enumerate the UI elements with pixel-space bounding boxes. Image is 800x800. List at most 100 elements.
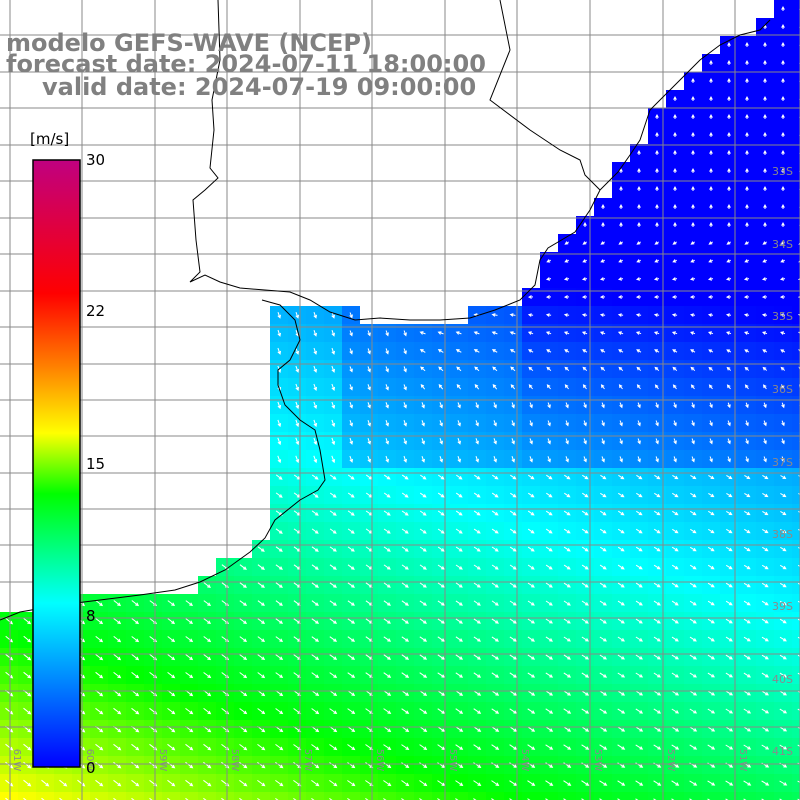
wind-arrow (527, 744, 536, 750)
wind-arrow (654, 510, 661, 516)
wind-arrow (744, 528, 751, 534)
wind-arrow (455, 600, 463, 606)
wind-arrow (421, 402, 425, 409)
wind-arrow (691, 131, 695, 137)
wind-arrow (545, 600, 553, 606)
wind-arrow (653, 672, 661, 678)
wind-arrow (527, 546, 535, 552)
wind-arrow (401, 636, 410, 642)
wind-arrow (419, 600, 427, 606)
wind-arrow (636, 349, 642, 353)
wind-arrow (456, 383, 462, 390)
wind-arrow (95, 671, 104, 679)
wind-arrow (239, 708, 248, 715)
lat-label: 36S (772, 383, 793, 396)
lat-label: 40S (772, 673, 793, 686)
wind-arrow (762, 331, 768, 335)
lon-label: 55W (447, 749, 458, 772)
wind-arrow (419, 654, 428, 660)
wind-arrow (617, 277, 624, 281)
wind-arrow (563, 690, 572, 696)
wind-arrow (545, 528, 553, 534)
wind-arrow (581, 654, 589, 660)
wind-arrow (635, 636, 644, 642)
wind-arrow (635, 672, 644, 678)
wind-arrow (655, 402, 659, 409)
wind-arrow (671, 726, 680, 732)
wind-arrow (636, 366, 642, 371)
speed-cell (792, 738, 800, 756)
lat-label: 39S (772, 600, 793, 613)
wind-arrow (457, 438, 461, 445)
wind-arrow (527, 528, 535, 534)
speed-cell (684, 792, 702, 800)
speed-cell (504, 792, 522, 800)
wind-arrow (781, 438, 785, 445)
wind-arrow (727, 59, 731, 65)
wind-arrow (331, 365, 335, 373)
wind-arrow (636, 510, 643, 516)
wind-arrow (781, 23, 785, 29)
wind-arrow (690, 349, 696, 353)
wind-arrow (23, 671, 32, 679)
wind-arrow (707, 654, 716, 660)
speed-cell (18, 792, 36, 800)
wind-arrow (725, 708, 734, 714)
wind-arrow (565, 402, 569, 409)
wind-arrow (743, 564, 751, 570)
wind-arrow (473, 331, 480, 335)
wind-arrow (401, 474, 409, 480)
wind-arrow (582, 384, 587, 390)
wind-arrow (545, 295, 552, 299)
wind-arrow (23, 653, 32, 661)
wind-arrow (727, 113, 731, 119)
wind-arrow (600, 492, 607, 498)
wind-arrow (690, 366, 696, 371)
wind-arrow (545, 582, 553, 588)
wind-arrow (455, 762, 464, 768)
wind-arrow (583, 221, 587, 227)
wind-arrow (763, 95, 767, 101)
wind-arrow (131, 618, 140, 625)
wind-arrow (581, 726, 590, 732)
wind-arrow (563, 582, 571, 588)
wind-arrow (745, 221, 749, 227)
wind-arrow (637, 402, 641, 409)
lon-label: 52W (665, 749, 676, 772)
wind-arrow (510, 366, 516, 372)
wind-arrow (653, 618, 661, 624)
wind-arrow (617, 636, 625, 642)
wind-arrow (725, 654, 734, 660)
wind-arrow (491, 492, 499, 498)
wind-arrow (617, 780, 626, 786)
wind-arrow (565, 456, 569, 463)
wind-arrow (673, 420, 677, 427)
wind-arrow (653, 600, 661, 606)
speed-cell (450, 792, 468, 800)
wind-arrow (491, 546, 499, 552)
wind-arrow (95, 761, 104, 769)
wind-arrow (564, 349, 570, 353)
wind-arrow (491, 762, 500, 768)
wind-arrow (313, 455, 318, 464)
wind-arrow (457, 420, 461, 427)
wind-arrow (456, 474, 463, 480)
wind-arrow (673, 131, 677, 137)
wind-arrow (546, 366, 552, 371)
wind-arrow (797, 582, 800, 585)
wind-arrow (653, 690, 662, 696)
wind-arrow (745, 149, 749, 155)
wind-arrow (527, 780, 536, 786)
wind-arrow (635, 780, 644, 786)
wind-arrow (582, 492, 589, 498)
speed-cell (72, 792, 90, 800)
wind-arrow (23, 779, 32, 787)
wind-arrow (311, 708, 320, 715)
wind-arrow (689, 313, 696, 317)
wind-arrow (797, 564, 800, 567)
wind-arrow (528, 366, 534, 371)
wind-arrow (689, 277, 696, 281)
wind-arrow (437, 708, 446, 714)
speed-cell (522, 792, 540, 800)
speed-cell (216, 792, 234, 800)
